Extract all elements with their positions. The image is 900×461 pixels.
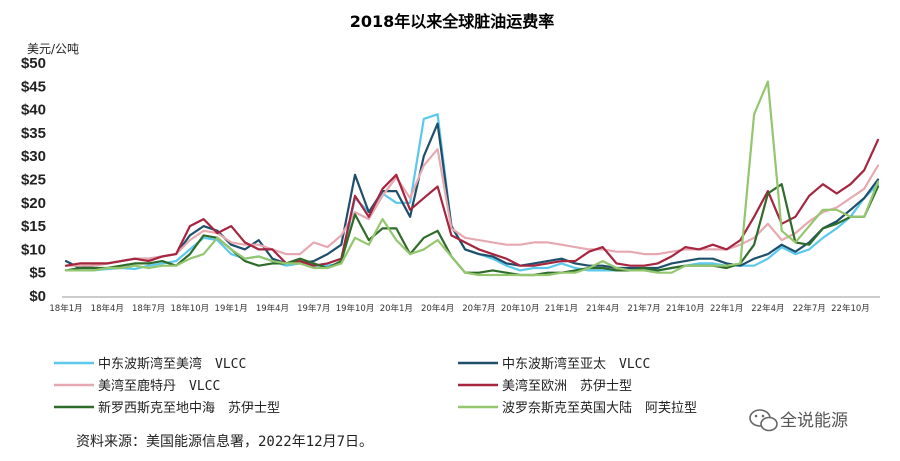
y-axis-unit-label: 美元/公吨 <box>27 42 79 56</box>
x-tick-label: 19年1月 <box>215 303 248 314</box>
series-line-2 <box>64 122 880 270</box>
x-tick-label: 20年10月 <box>501 303 540 314</box>
legend: 中东波斯湾至美湾 VLCC 中东波斯湾至亚太 VLCC 美湾至鹿特丹 VLCC 美湾至… <box>54 356 697 416</box>
y-tick-label: $50 <box>21 55 46 72</box>
y-tick-label: $10 <box>21 241 46 258</box>
y-tick-label: $35 <box>21 125 46 142</box>
x-tick-label: 20年7月 <box>462 303 495 314</box>
legend-label: 新罗西斯克至地中海 苏伊士型 <box>98 400 280 416</box>
x-tick-label: 18年7月 <box>132 303 165 314</box>
y-tick-label: $25 <box>21 172 46 189</box>
x-tick-label: 22年4月 <box>751 303 784 314</box>
x-tick-label: 21年4月 <box>586 303 619 314</box>
series-line-6 <box>64 80 880 277</box>
y-tick-label: $40 <box>21 102 46 119</box>
x-tick-label: 19年4月 <box>256 303 289 314</box>
series-line-4 <box>64 138 880 267</box>
legend-label: 美湾至欧洲 苏伊士型 <box>502 378 632 394</box>
legend-label: 美湾至鹿特丹 VLCC <box>98 378 220 394</box>
x-tick-label: 21年1月 <box>545 303 578 314</box>
legend-label: 波罗奈斯克至英国大陆 阿芙拉型 <box>502 400 697 416</box>
y-tick-label: $0 <box>29 288 46 305</box>
y-tick-label: $5 <box>29 265 46 282</box>
x-tick-label: 20年4月 <box>421 303 454 314</box>
chart-title: 2018年以来全球脏油运费率 <box>350 12 555 31</box>
wechat-icon <box>749 409 778 432</box>
x-tick-label: 22年10月 <box>831 303 870 314</box>
y-tick-label: $15 <box>21 218 46 235</box>
watermark-text: 全说能源 <box>780 411 848 431</box>
legend-label: 中东波斯湾至亚太 VLCC <box>502 356 650 372</box>
x-tick-label: 18年10月 <box>171 303 210 314</box>
x-tick-label: 22年1月 <box>710 303 743 314</box>
x-tick-label: 19年10月 <box>336 303 375 314</box>
x-tick-label: 22年7月 <box>793 303 826 314</box>
x-tick-label: 20年1月 <box>380 303 413 314</box>
x-axis: 18年1月 18年4月 18年7月 18年10月 19年1月 19年4月 19年7月 19年1… <box>49 303 869 314</box>
watermark: 全说能源 <box>749 409 848 432</box>
y-tick-label: $30 <box>21 148 46 165</box>
x-tick-label: 18年1月 <box>49 303 82 314</box>
x-tick-label: 19年7月 <box>297 303 330 314</box>
x-tick-label: 21年10月 <box>666 303 705 314</box>
x-tick-label: 18年4月 <box>91 303 124 314</box>
series-line-3 <box>64 148 880 267</box>
y-axis: $0 $5 $10 $15 $20 $25 $30 $35 $40 $45 $50 <box>21 55 46 305</box>
y-tick-label: $45 <box>21 78 46 95</box>
y-tick-label: $20 <box>21 195 46 212</box>
source-note: 资料来源：美国能源信息署，2022年12月7日。 <box>76 433 373 450</box>
x-tick-label: 21年7月 <box>627 303 660 314</box>
series-lines <box>64 80 880 277</box>
series-line-5 <box>64 183 880 277</box>
legend-label: 中东波斯湾至美湾 VLCC <box>98 356 246 372</box>
